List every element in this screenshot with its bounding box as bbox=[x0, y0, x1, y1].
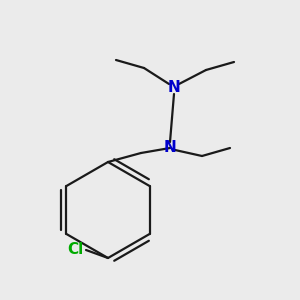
Text: Cl: Cl bbox=[68, 242, 84, 256]
Text: N: N bbox=[164, 140, 176, 155]
Text: N: N bbox=[168, 80, 180, 95]
